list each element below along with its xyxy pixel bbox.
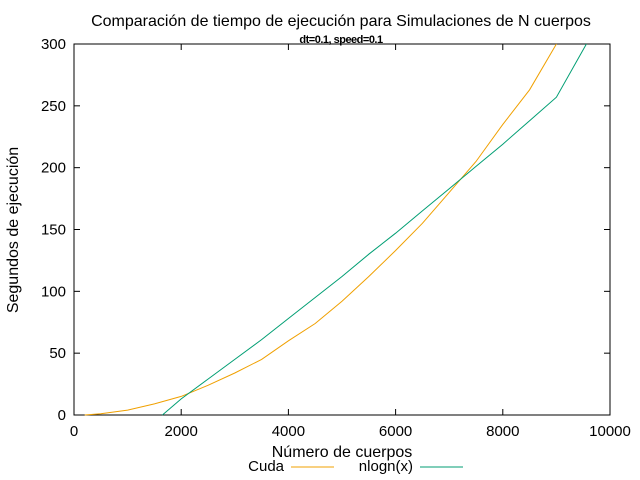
y-axis-label: Segundos de ejecución (5, 147, 22, 313)
y-tick-label: 100 (41, 283, 66, 300)
y-axis-ticks: 0 50 100 150 200 250 300 (41, 36, 610, 424)
x-tick-label: 8000 (486, 423, 519, 440)
chart-subtitle: dt=0.1, speed=0.1 (299, 34, 383, 46)
chart-title: Comparación de tiempo de ejecución para … (91, 13, 591, 30)
x-tick-label: 10000 (589, 423, 631, 440)
y-tick-label: 0 (58, 407, 66, 424)
y-tick-label: 300 (41, 36, 66, 53)
y-tick-label: 200 (41, 160, 66, 177)
x-tick-label: 2000 (165, 423, 198, 440)
legend: Cuda nlogn(x) (248, 458, 463, 475)
x-axis-label: Número de cuerpos (272, 444, 413, 461)
y-tick-label: 150 (41, 222, 66, 239)
x-tick-label: 4000 (272, 423, 305, 440)
plot-frame (73, 43, 611, 416)
y-tick-label: 50 (49, 345, 66, 362)
y-tick-label: 250 (41, 98, 66, 115)
x-tick-label: 6000 (379, 423, 412, 440)
x-axis-ticks: 0 2000 4000 6000 8000 10000 (70, 44, 631, 440)
legend-label: Cuda (248, 458, 285, 475)
series-lines (84, 43, 587, 416)
series-line-cuda (84, 43, 557, 416)
legend-label: nlogn(x) (359, 458, 413, 475)
series-line-nlogn (162, 43, 587, 416)
x-tick-label: 0 (70, 423, 78, 440)
